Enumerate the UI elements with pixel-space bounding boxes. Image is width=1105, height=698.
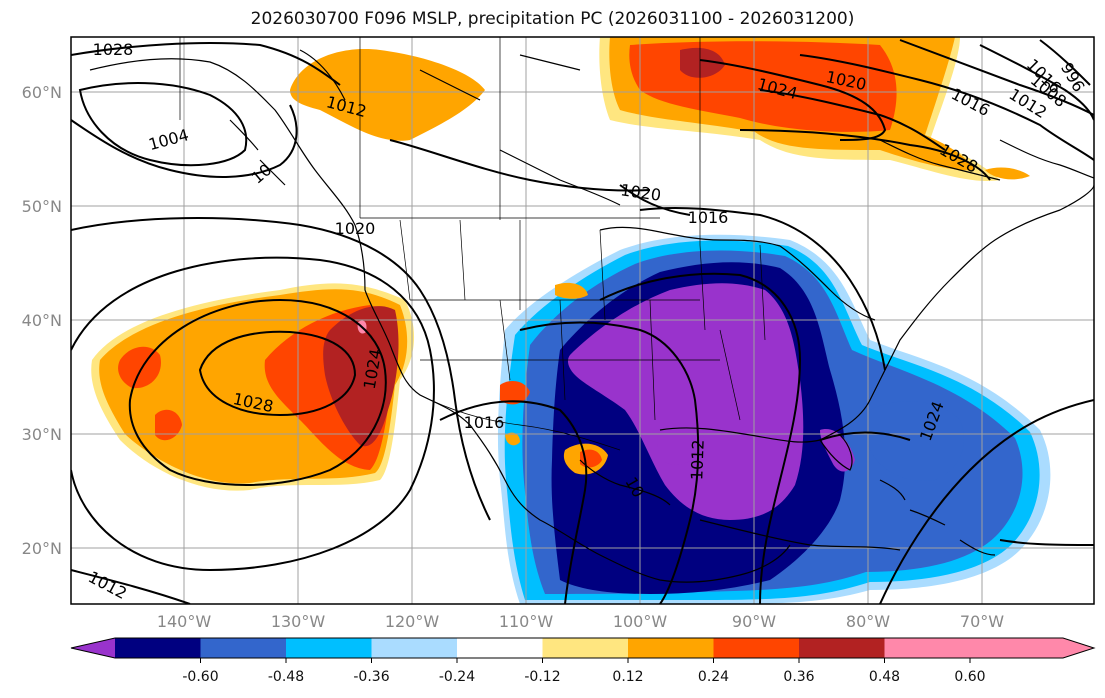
lat-label: 30°N xyxy=(22,425,62,444)
colorbar-segment xyxy=(628,638,714,658)
colorbar-tick-label: -0.24 xyxy=(439,669,475,685)
lat-label: 60°N xyxy=(22,83,62,102)
lon-label: 100°W xyxy=(613,612,668,631)
colorbar-tick-label: 0.36 xyxy=(783,669,814,685)
colorbar-ticks xyxy=(200,658,971,663)
longitude-axis: 140°W 130°W 120°W 110°W 100°W 90°W 80°W … xyxy=(157,612,1004,631)
colorbar-outline xyxy=(70,637,1096,659)
graticule xyxy=(71,37,1094,604)
colorbar-segment xyxy=(115,638,201,658)
precip-field-canada xyxy=(290,37,1030,181)
lat-label: 20°N xyxy=(22,539,62,558)
isobar-label: 1012 xyxy=(687,439,707,480)
lon-label: 70°W xyxy=(960,612,1004,631)
lon-label: 80°W xyxy=(846,612,890,631)
coastlines xyxy=(89,49,1094,583)
colorbar-segment xyxy=(200,638,286,658)
political-borders xyxy=(179,37,766,451)
colorbar-tick-label: -0.48 xyxy=(268,669,304,685)
map-area xyxy=(71,37,1094,604)
lon-label: 90°W xyxy=(732,612,776,631)
lon-label: 120°W xyxy=(385,612,440,631)
colorbar-segment xyxy=(457,638,543,658)
colorbar-segment xyxy=(286,638,372,658)
isobars xyxy=(71,39,1094,604)
isobar-label: 1016 xyxy=(688,208,729,227)
colorbar-extend-max xyxy=(884,638,1094,658)
lat-label: 50°N xyxy=(22,197,62,216)
colorbar-segment xyxy=(713,638,799,658)
colorbar-extend-min xyxy=(71,638,115,658)
latitude-axis: 60°N 50°N 40°N 30°N 20°N xyxy=(22,83,62,558)
chart-title: 2026030700 F096 MSLP, precipitation PC (… xyxy=(250,9,855,29)
colorbar-segment xyxy=(542,638,628,658)
isobar-label: 1020 xyxy=(335,219,376,238)
colorbar-tick-label: -0.12 xyxy=(524,669,560,685)
isobar-label: 1028 xyxy=(93,40,134,59)
colorbar-tick-label: 0.48 xyxy=(869,669,900,685)
colorbar-tick-label: -0.60 xyxy=(182,669,218,685)
colorbar-segment xyxy=(799,638,885,658)
map-frame xyxy=(70,36,1095,605)
colorbar-tick-label: 0.12 xyxy=(612,669,643,685)
colorbar: -0.60 -0.48 -0.36 -0.24 -0.12 0.12 0.24 … xyxy=(70,637,1096,685)
colorbar-tick-label: 0.60 xyxy=(954,669,985,685)
colorbar-tick-label: 0.24 xyxy=(698,669,729,685)
isobar-label: 1016 xyxy=(464,413,505,432)
lon-label: 130°W xyxy=(271,612,326,631)
colorbar-tick-label: -0.36 xyxy=(353,669,389,685)
lat-label: 40°N xyxy=(22,311,62,330)
colorbar-segment xyxy=(371,638,457,658)
lon-label: 110°W xyxy=(499,612,554,631)
lon-label: 140°W xyxy=(157,612,212,631)
